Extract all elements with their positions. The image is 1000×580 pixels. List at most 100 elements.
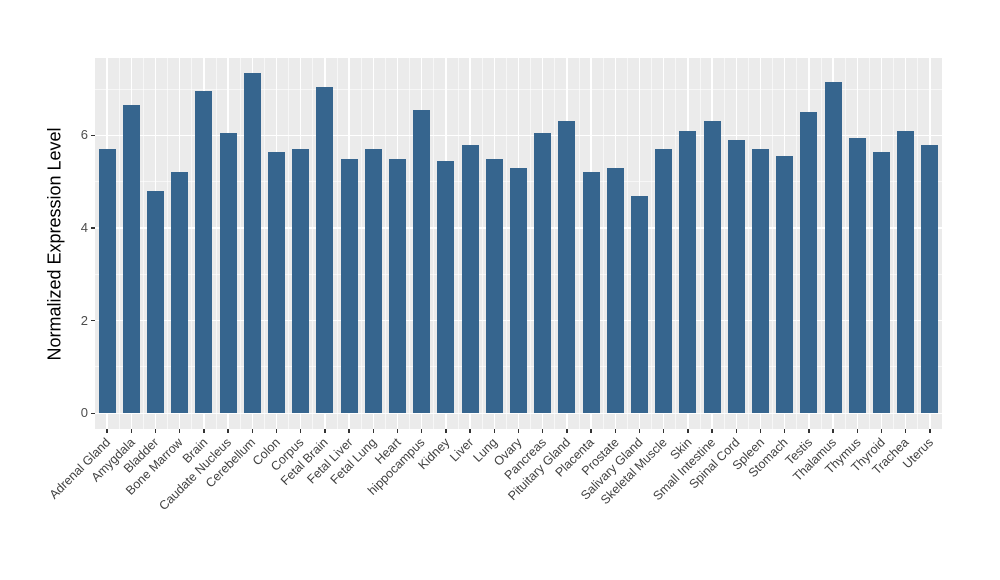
y-tick-label: 6 [80, 127, 88, 143]
x-tick-mark [517, 429, 520, 433]
gridline-minor-x [578, 58, 580, 429]
bar-skin [679, 130, 697, 414]
x-tick-mark [445, 429, 447, 433]
bar-trachea [897, 130, 915, 414]
gridline-minor-x [481, 58, 483, 429]
gridline-minor-x [651, 58, 653, 429]
bar-caudate-nucleus [219, 133, 237, 414]
gridline-minor-x [409, 58, 411, 429]
plot-panel [95, 58, 942, 429]
x-tick-mark [929, 429, 931, 433]
x-tick-mark [324, 429, 326, 433]
bar-uterus [921, 144, 939, 414]
x-tick-mark [154, 429, 157, 433]
x-tick-mark [275, 429, 278, 433]
gridline-minor-x [505, 58, 507, 429]
bar-pancreas [534, 133, 552, 414]
x-tick-mark [469, 429, 471, 433]
gridline-minor-x [893, 58, 895, 429]
bar-skeletal-muscle [655, 149, 673, 414]
x-tick-mark [493, 429, 496, 433]
y-tick-label: 2 [80, 312, 88, 328]
bar-stomach [776, 156, 794, 414]
bar-hippocampus [413, 109, 431, 414]
bar-prostate [606, 167, 624, 414]
gridline-minor-x [554, 58, 556, 429]
gridline-minor-x [360, 58, 362, 429]
x-tick-mark [372, 429, 375, 433]
x-tick-mark [759, 429, 762, 433]
x-tick-mark [662, 429, 665, 433]
x-tick-mark [566, 429, 568, 433]
gridline-minor-x [723, 58, 725, 429]
x-tick-mark [106, 429, 108, 433]
bar-ovary [510, 167, 527, 414]
gridline-minor-x [118, 58, 120, 429]
bar-bone-marrow [171, 172, 189, 414]
gridline-minor-x [747, 58, 749, 429]
bar-cerebellum [243, 72, 261, 414]
bar-colon [268, 151, 285, 414]
gridline-minor-x [336, 58, 338, 429]
x-tick-mark [832, 429, 834, 433]
x-tick-mark [203, 429, 205, 433]
bar-lung [485, 158, 503, 414]
x-tick-mark [420, 429, 423, 433]
bar-placenta [582, 172, 600, 414]
gridline-minor-x [602, 58, 604, 429]
x-tick-mark [227, 429, 229, 433]
bar-bladder [147, 190, 164, 414]
gridline-minor-x [772, 58, 774, 429]
gridline-minor-x [142, 58, 144, 429]
bar-thyroid [873, 151, 890, 414]
x-tick-mark [541, 429, 544, 433]
bar-salivary-gland [631, 195, 648, 414]
y-tick-mark [91, 319, 95, 322]
gridline-minor-x [263, 58, 265, 429]
gridline-minor-x [457, 58, 459, 429]
gridline-minor-x [796, 58, 798, 429]
bar-corpus [292, 149, 310, 414]
gridline-minor-x [820, 58, 822, 429]
x-tick-mark [856, 429, 859, 433]
y-tick-label: 4 [80, 219, 88, 235]
y-tick-mark [91, 412, 95, 414]
x-tick-mark [687, 429, 689, 433]
bar-fetal-brain [316, 86, 334, 414]
gridline-minor-x [530, 58, 532, 429]
bar-spinal-cord [727, 139, 745, 414]
x-tick-label-text: Liver [447, 435, 477, 465]
gridline-minor-x [239, 58, 241, 429]
bar-spleen [752, 149, 769, 414]
bar-brain [195, 91, 213, 414]
x-tick-mark [130, 429, 133, 433]
x-tick-mark [880, 429, 883, 433]
x-tick-mark [299, 429, 302, 433]
gridline-minor-x [675, 58, 677, 429]
gridline-minor-x [433, 58, 435, 429]
gridline-minor-x [191, 58, 193, 429]
gridline-minor-x [384, 58, 386, 429]
bar-small-intestine [703, 121, 721, 414]
gridline-minor-x [312, 58, 314, 429]
bar-fetal-liver [340, 158, 358, 414]
bar-heart [389, 158, 406, 414]
bar-amygdala [122, 105, 140, 414]
bar-thymus [848, 137, 866, 414]
gridline-minor-x [626, 58, 628, 429]
x-tick-mark [251, 429, 254, 433]
bar-thalamus [824, 82, 842, 414]
gridline-minor-x [167, 58, 169, 429]
gridline-minor-x [215, 58, 217, 429]
bar-fetal-lung [364, 149, 382, 414]
x-tick-mark [590, 429, 592, 433]
y-tick-mark [91, 134, 95, 137]
x-tick-mark [904, 429, 907, 433]
x-tick-mark [783, 429, 786, 433]
gridline-minor-x [288, 58, 290, 429]
x-tick-mark [348, 429, 350, 433]
gridline-minor-x [917, 58, 919, 429]
x-tick-mark [396, 429, 399, 433]
x-tick-mark [735, 429, 738, 433]
